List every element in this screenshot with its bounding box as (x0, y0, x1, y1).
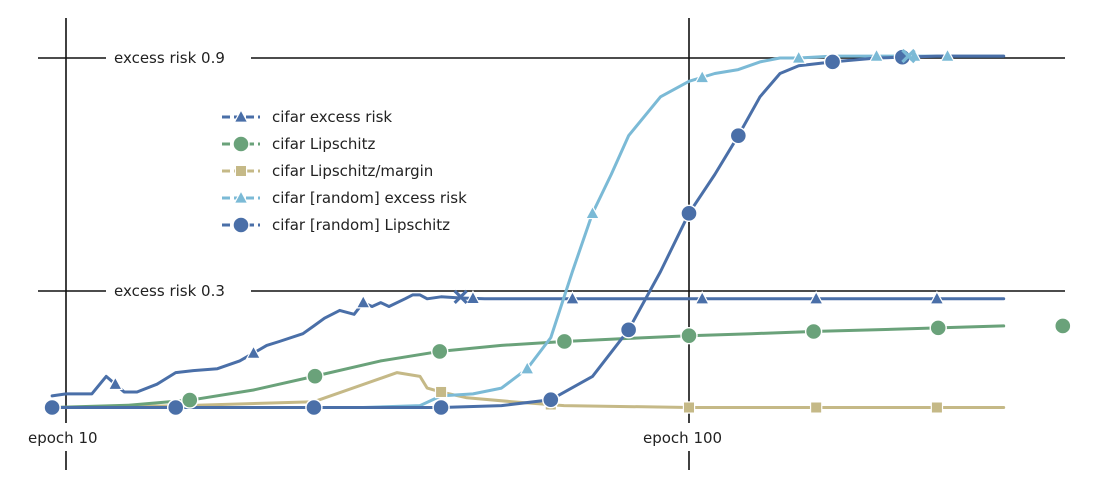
series-2-marker-2 (682, 401, 696, 414)
series-0-marker-7 (929, 290, 945, 305)
series-1-marker-7 (929, 319, 947, 337)
series-line-1 (50, 324, 1006, 409)
x-tick-label-epoch-100: epoch 100 (643, 429, 722, 447)
tick-label-10-bg (22, 423, 112, 451)
series-3-marker-2 (694, 69, 710, 84)
series-4-marker-5 (619, 321, 638, 339)
legend-marker-2 (234, 164, 248, 178)
series-line-4 (50, 54, 1006, 409)
series-0-marker-5 (694, 290, 710, 305)
series-3-marker-4 (868, 47, 885, 62)
ref-label-0.3: excess risk 0.3 (114, 282, 225, 300)
series-4-marker-8 (823, 53, 842, 71)
legend-label-4: cifar [random] Lipschitz (272, 216, 450, 234)
x-mark-1-stroke-b (901, 48, 916, 64)
series-4-marker-4 (542, 391, 560, 409)
ref-label-0.9: excess risk 0.9 (114, 49, 225, 67)
legend-marker-0 (233, 108, 249, 123)
series-4-marker-7 (729, 126, 748, 145)
series-0-marker-4 (564, 290, 581, 305)
marker-layer (43, 47, 1072, 417)
legend-marker-4 (232, 216, 250, 234)
series-1-marker-1 (181, 391, 199, 409)
ref-label-0.9-bg (106, 46, 251, 70)
series-4-marker-1 (167, 398, 185, 417)
legend-marker-3 (233, 189, 249, 204)
legend: cifar excess risk cifar Lipschitz cifar … (222, 108, 467, 234)
series-1-marker-5 (680, 326, 698, 345)
legend-marker-1 (232, 135, 250, 153)
series-line-0 (50, 293, 1006, 398)
series-4-marker-2 (305, 398, 323, 417)
legend-item-0: cifar excess risk (222, 108, 392, 126)
series-0-marker-6 (808, 290, 824, 305)
tick-label-100-bg (638, 423, 740, 451)
series-1-marker-2 (306, 367, 324, 385)
series-2-marker-0 (434, 385, 448, 399)
series-2-marker-3 (809, 401, 823, 414)
legend-item-2: cifar Lipschitz/margin (222, 162, 433, 180)
legend-symbol-4 (222, 216, 260, 234)
series-1-marker-4 (555, 332, 574, 351)
x-mark-0-stroke-b (453, 289, 468, 304)
series-0-marker-0 (107, 375, 123, 391)
legend-label-2: cifar Lipschitz/margin (272, 162, 433, 180)
series-1-marker-8 (1054, 317, 1072, 335)
x-tick-label-epoch-10: epoch 10 (28, 429, 98, 447)
series-4-marker-3 (432, 398, 450, 417)
series-4-marker-0 (43, 398, 61, 417)
series-line-3 (50, 54, 1006, 409)
legend-item-1: cifar Lipschitz (222, 135, 375, 153)
legend-symbol-2 (222, 164, 260, 178)
series-layer (50, 54, 1006, 409)
series-0-marker-1 (245, 344, 262, 359)
legend-item-4: cifar [random] Lipschitz (222, 216, 450, 234)
series-3-marker-3 (791, 49, 807, 64)
series-4-marker-6 (680, 204, 698, 223)
x-mark-0 (453, 289, 468, 304)
series-1-marker-3 (431, 342, 449, 361)
legend-label-3: cifar [random] excess risk (272, 189, 467, 207)
legend-symbol-3 (222, 189, 260, 204)
series-3-marker-0 (519, 360, 535, 375)
legend-label-1: cifar Lipschitz (272, 135, 375, 153)
legend-symbol-0 (222, 108, 260, 123)
series-0-marker-2 (355, 294, 371, 309)
series-0-marker-3 (465, 290, 481, 305)
series-3-marker-6 (939, 47, 956, 62)
ref-label-0.3-bg (106, 279, 251, 303)
series-1-marker-6 (804, 322, 823, 341)
legend-symbol-1 (222, 135, 260, 153)
legend-label-0: cifar excess risk (272, 108, 392, 126)
legend-item-3: cifar [random] excess risk (222, 189, 467, 207)
series-2-marker-4 (930, 401, 944, 414)
x-mark-1 (901, 48, 916, 64)
series-3-marker-1 (584, 205, 601, 220)
